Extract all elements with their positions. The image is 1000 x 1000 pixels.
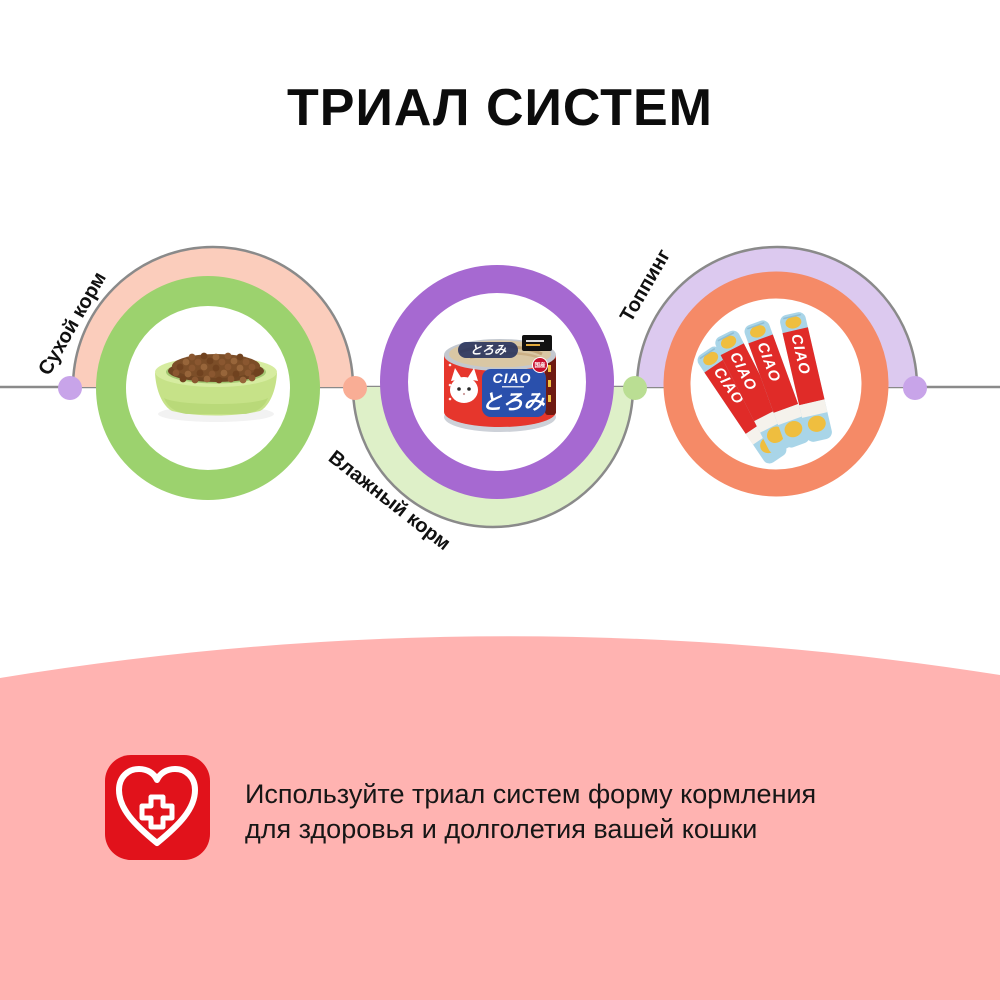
treat-stick: CIAO (715, 330, 793, 454)
footer-text: Используйте триал систем форму кормления… (245, 777, 816, 847)
junction-dot-4 (903, 376, 927, 400)
wet-food-can-image: とろみ CIAO とろみ 国産 (444, 335, 556, 432)
kibble (172, 352, 261, 384)
footer-text-line1: Используйте триал систем форму кормления (245, 779, 817, 809)
junction-dot-3 (623, 376, 647, 400)
can-top-name-text: とろみ (470, 343, 507, 357)
can-cat-face (450, 368, 478, 403)
junction-dot-2 (343, 376, 367, 400)
treat-sticks-image: CIAO CIAO CIAO (697, 312, 832, 464)
footer-text-line2: для здоровья и долголетия вашей кошки (245, 814, 758, 844)
heart-medical-icon (105, 755, 210, 860)
page-title: ТРИАЛ СИСТЕМ (287, 79, 713, 137)
can-badge-text: 国産 (534, 361, 546, 369)
can-brand-text: CIAO (493, 370, 532, 386)
dry-food-bowl-image (155, 352, 277, 422)
treat-stick: CIAO (780, 312, 832, 442)
junction-dot-1 (58, 376, 82, 400)
can-name-text: とろみ (482, 391, 546, 414)
footer-section (0, 636, 1000, 1000)
